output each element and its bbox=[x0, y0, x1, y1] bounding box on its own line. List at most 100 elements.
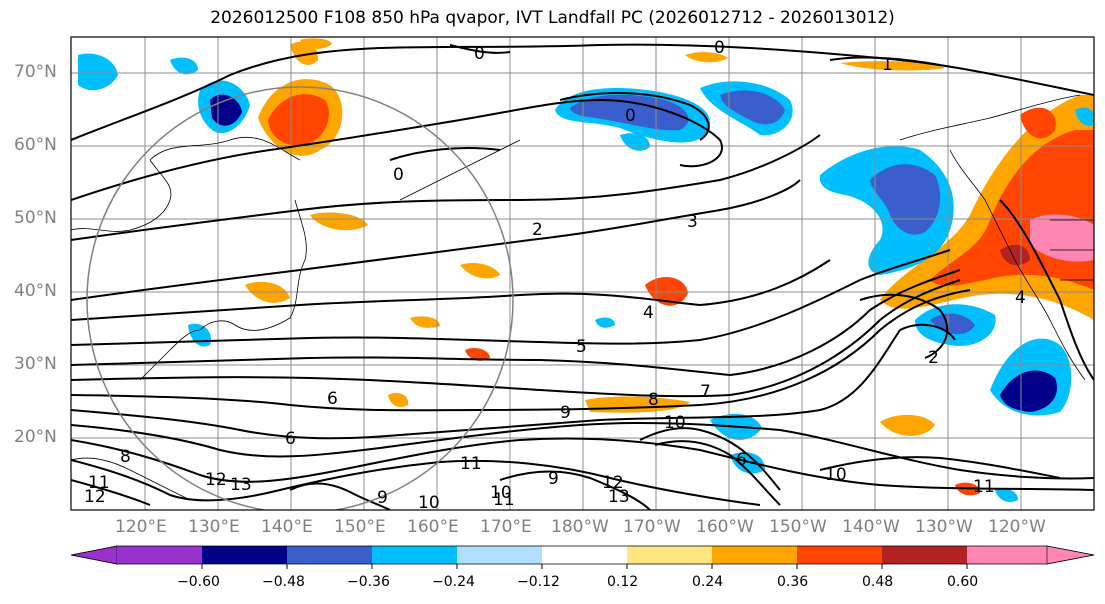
colorbar-segment bbox=[542, 546, 627, 564]
anomaly-patch bbox=[570, 94, 689, 131]
colorbar-segment bbox=[117, 546, 202, 564]
colorbar-segment bbox=[287, 546, 372, 564]
colorbar-segment bbox=[372, 546, 457, 564]
lon-label-150e: 150°E bbox=[334, 517, 386, 537]
contour-label: 7 bbox=[700, 382, 711, 402]
colorbar-tick-label: −0.24 bbox=[432, 574, 475, 590]
contour-label: 2 bbox=[532, 220, 543, 240]
lon-label-170w: 170°W bbox=[623, 517, 681, 537]
contour-label: 11 bbox=[973, 477, 995, 497]
anomaly-patch bbox=[310, 212, 368, 231]
colorbar-tick-label: −0.60 bbox=[177, 574, 220, 590]
lon-label-180w: 180°W bbox=[551, 517, 609, 537]
lon-label-120e: 120°E bbox=[115, 517, 167, 537]
lon-label-140w: 140°W bbox=[842, 517, 900, 537]
anomaly-patch bbox=[685, 52, 728, 63]
anomaly-patch bbox=[720, 90, 785, 125]
colorbar-tick-label: −0.12 bbox=[517, 574, 560, 590]
contour-label: 10 bbox=[664, 413, 686, 433]
lon-label-160e: 160°E bbox=[407, 517, 459, 537]
contour-label: 0 bbox=[625, 106, 636, 126]
contour-label: 9 bbox=[560, 403, 571, 423]
contour-label: 12 bbox=[602, 473, 624, 493]
contour-label: 10 bbox=[418, 493, 440, 513]
colorbar-tick-label: −0.48 bbox=[262, 574, 305, 590]
anomaly-patch bbox=[730, 452, 765, 474]
lat-label-20n: 20°N bbox=[14, 427, 57, 447]
contour-label-group: 0 0 1 0 0 2 3 2 4 4 5 6 6 7 8 9 10 10 11… bbox=[84, 38, 1026, 513]
colorbar-tick-label: 0.60 bbox=[947, 574, 979, 590]
contour-label: 9 bbox=[548, 469, 559, 489]
landfall-region-circle bbox=[86, 86, 514, 510]
lon-label-130w: 130°W bbox=[915, 517, 973, 537]
anomaly-patch bbox=[595, 317, 615, 328]
contour-label: 0 bbox=[714, 38, 725, 58]
anomaly-patch bbox=[460, 263, 500, 279]
contour-label: 0 bbox=[393, 165, 404, 185]
anomaly-patch bbox=[840, 61, 945, 71]
anomaly-patch bbox=[300, 38, 332, 49]
colorbar-tick-label: 0.12 bbox=[607, 574, 639, 590]
contour-label: 13 bbox=[608, 487, 630, 507]
contour-label: 8 bbox=[120, 447, 131, 467]
lon-label-130e: 130°E bbox=[188, 517, 240, 537]
contour-label: 6 bbox=[327, 389, 338, 409]
colorbar bbox=[70, 545, 1095, 569]
shading-layer bbox=[78, 38, 1094, 502]
contour-label: 11 bbox=[88, 473, 110, 493]
anomaly-patch bbox=[880, 414, 935, 436]
anomaly-patch bbox=[870, 164, 941, 235]
anomaly-patch bbox=[268, 94, 329, 146]
map-frame bbox=[70, 36, 1095, 511]
anomaly-patch bbox=[388, 393, 409, 407]
colorbar-segment bbox=[457, 546, 542, 564]
graticule bbox=[71, 37, 1094, 510]
map-title: 2026012500 F108 850 hPa qvapor, IVT Land… bbox=[210, 8, 895, 28]
anomaly-patch bbox=[1075, 107, 1094, 126]
contour-lines bbox=[71, 43, 1094, 510]
colorbar-segment bbox=[202, 546, 287, 564]
lat-label-70n: 70°N bbox=[14, 62, 57, 82]
contour-label: 8 bbox=[648, 390, 659, 410]
contour-label: 2 bbox=[928, 348, 939, 368]
lat-label-30n: 30°N bbox=[14, 354, 57, 374]
lon-label-170e: 170°E bbox=[480, 517, 532, 537]
lon-label-120w: 120°W bbox=[988, 517, 1046, 537]
contour-label: 9 bbox=[377, 488, 388, 508]
coastlines bbox=[71, 94, 1094, 501]
anomaly-patch bbox=[78, 53, 118, 91]
lat-label-40n: 40°N bbox=[14, 281, 57, 301]
lon-label-140e: 140°E bbox=[261, 517, 313, 537]
contour-label: 6 bbox=[285, 429, 296, 449]
colorbar-outline bbox=[70, 545, 1095, 565]
anomaly-patch bbox=[1000, 244, 1030, 266]
contour-label: 1 bbox=[882, 55, 893, 75]
contour-label: 3 bbox=[687, 212, 698, 232]
colorbar-segment bbox=[70, 545, 118, 565]
lon-label-160w: 160°W bbox=[696, 517, 754, 537]
colorbar-segment bbox=[712, 546, 797, 564]
anomaly-patch bbox=[465, 347, 490, 361]
anomaly-patch bbox=[170, 57, 198, 75]
colorbar-tick-label: 0.36 bbox=[777, 574, 809, 590]
colorbar-tick-label: −0.36 bbox=[347, 574, 390, 590]
contour-label: 12 bbox=[84, 487, 106, 507]
colorbar-segment bbox=[627, 546, 712, 564]
anomaly-patch bbox=[410, 316, 440, 328]
colorbar-segment bbox=[967, 546, 1047, 564]
colorbar-segment bbox=[882, 546, 967, 564]
contour-label: 10 bbox=[490, 483, 512, 503]
lon-label-150w: 150°W bbox=[769, 517, 827, 537]
contour-label: 4 bbox=[1015, 288, 1026, 308]
colorbar-tick-label: 0.24 bbox=[692, 574, 724, 590]
anomaly-patch bbox=[1020, 107, 1056, 139]
colorbar-tick-label: 0.48 bbox=[862, 574, 894, 590]
contour-label: 12 bbox=[205, 470, 227, 490]
contour-label: 6 bbox=[736, 450, 747, 470]
contour-label: 11 bbox=[460, 454, 482, 474]
contour-label: 0 bbox=[474, 44, 485, 64]
lat-label-60n: 60°N bbox=[14, 135, 57, 155]
colorbar-segment bbox=[1046, 545, 1095, 565]
contour-label: 11 bbox=[493, 490, 515, 510]
